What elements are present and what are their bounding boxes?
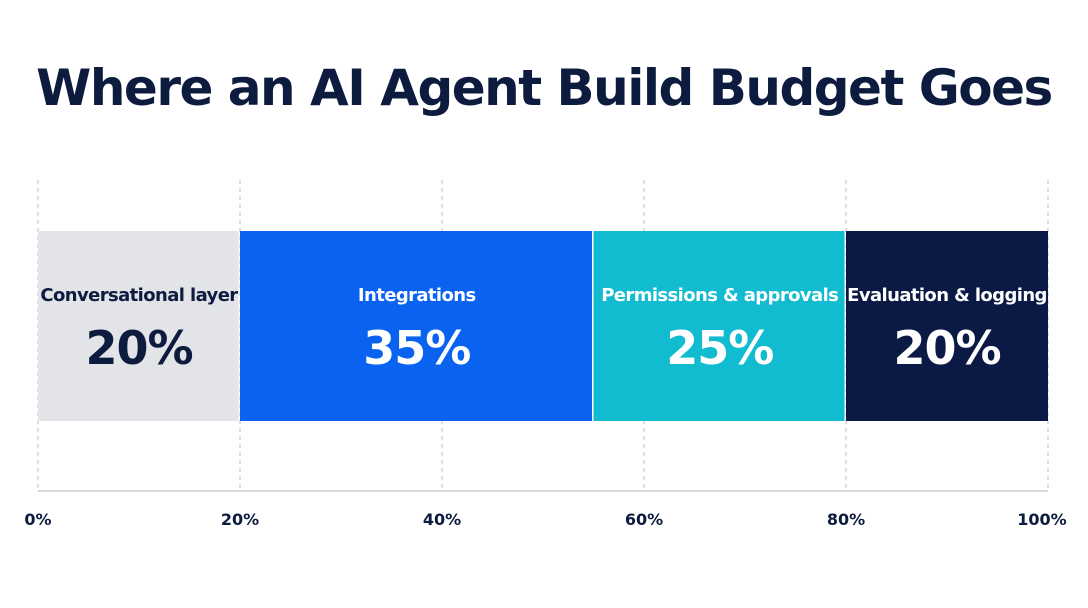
segment-label: Evaluation & logging xyxy=(847,285,1047,306)
x-tick-label: 60% xyxy=(625,510,663,529)
bar-segment xyxy=(846,231,1048,421)
segment-value-label: 20% xyxy=(85,321,192,375)
segment-value-label: 20% xyxy=(893,321,1000,375)
bar-segment xyxy=(593,231,845,421)
x-tick-label: 100% xyxy=(1017,510,1066,529)
x-tick-label: 40% xyxy=(423,510,461,529)
segment-value-label: 25% xyxy=(666,321,773,375)
segment-label: Integrations xyxy=(358,285,476,306)
x-tick-label: 20% xyxy=(221,510,259,529)
segment-label: Conversational layer xyxy=(40,285,238,306)
segment-value-label: 35% xyxy=(363,321,470,375)
x-tick-label: 0% xyxy=(24,510,51,529)
stacked-bar: Conversational layer 20% Integrations 35% Pe… xyxy=(38,231,1048,421)
bar-segment xyxy=(240,231,592,421)
segment-label: Permissions & approvals xyxy=(601,285,838,306)
x-axis: 0% 20% 40% 60% 80% 100% xyxy=(24,490,1067,529)
chart-title: Where an AI Agent Build Budget Goes xyxy=(36,59,1053,117)
x-tick-label: 80% xyxy=(827,510,865,529)
bar-segment xyxy=(38,231,239,421)
